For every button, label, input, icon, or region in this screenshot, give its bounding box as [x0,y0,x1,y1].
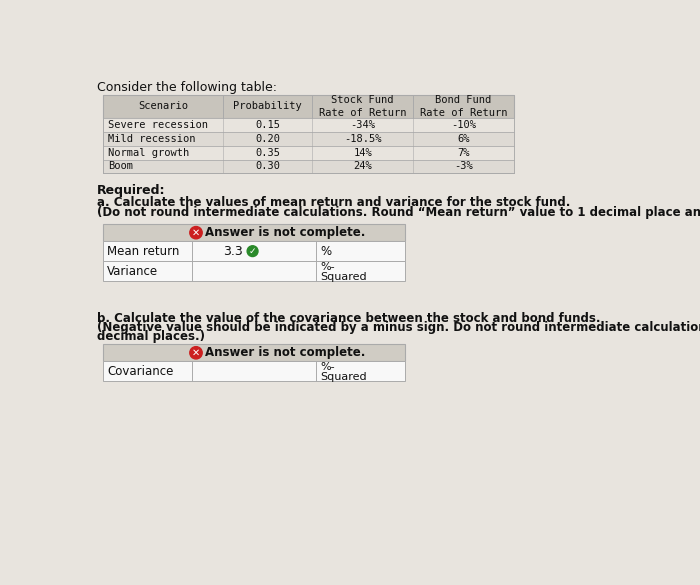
Text: 14%: 14% [354,147,372,157]
Text: Required:: Required: [97,184,165,197]
Bar [103,362,405,381]
Text: -10%: -10% [451,120,476,130]
Text: Normal growth: Normal growth [108,147,189,157]
Bar [103,224,405,241]
Text: Bond Fund
Rate of Return: Bond Fund Rate of Return [419,95,507,118]
Text: Stock Fund
Rate of Return: Stock Fund Rate of Return [319,95,407,118]
Text: 7%: 7% [457,147,470,157]
Text: %-: %- [320,262,335,273]
Text: 0.30: 0.30 [256,161,280,171]
Bar [103,160,514,173]
Text: 24%: 24% [354,161,372,171]
Text: Boom: Boom [108,161,133,171]
Text: Variance: Variance [107,264,158,278]
Text: Scenario: Scenario [138,101,188,111]
Text: (Do not round intermediate calculations. Round “Mean return” value to 1 decimal : (Do not round intermediate calculations.… [97,206,700,219]
Text: Squared: Squared [320,271,367,281]
Text: b. Calculate the value of the covariance between the stock and bond funds.: b. Calculate the value of the covariance… [97,312,604,325]
Text: -3%: -3% [454,161,472,171]
Text: Covariance: Covariance [107,365,174,378]
Text: 0.35: 0.35 [256,147,280,157]
Text: Mean return: Mean return [107,245,179,257]
Text: 6%: 6% [457,134,470,144]
Text: ✕: ✕ [192,228,200,238]
Bar [103,95,514,118]
Text: ✓: ✓ [248,247,256,256]
Text: (Negative value should be indicated by a minus sign. Do not round intermediate c: (Negative value should be indicated by a… [97,321,700,334]
Bar [103,118,514,132]
Bar [103,261,405,281]
Text: a. Calculate the values of mean return and variance for the stock fund.: a. Calculate the values of mean return a… [97,197,574,209]
Text: Mild recession: Mild recession [108,134,195,144]
Text: Severe recession: Severe recession [108,120,208,130]
Circle shape [190,347,202,359]
Text: 0.20: 0.20 [256,134,280,144]
Circle shape [247,246,258,257]
Text: ✕: ✕ [192,348,200,358]
Text: Consider the following table:: Consider the following table: [97,81,276,94]
Bar [103,132,514,146]
Text: %: % [320,245,331,257]
Text: Answer is not complete.: Answer is not complete. [205,346,365,359]
Circle shape [190,226,202,239]
Text: -34%: -34% [350,120,375,130]
Text: Answer is not complete.: Answer is not complete. [205,226,365,239]
Text: %-: %- [320,363,335,373]
Bar [103,146,514,160]
Bar [103,345,405,362]
Text: decimal places.): decimal places.) [97,331,205,343]
Text: Probability: Probability [233,101,302,111]
Text: 3.3: 3.3 [223,245,244,257]
Text: 0.15: 0.15 [256,120,280,130]
Text: Squared: Squared [320,371,367,381]
Bar [103,241,405,261]
Text: -18.5%: -18.5% [344,134,382,144]
